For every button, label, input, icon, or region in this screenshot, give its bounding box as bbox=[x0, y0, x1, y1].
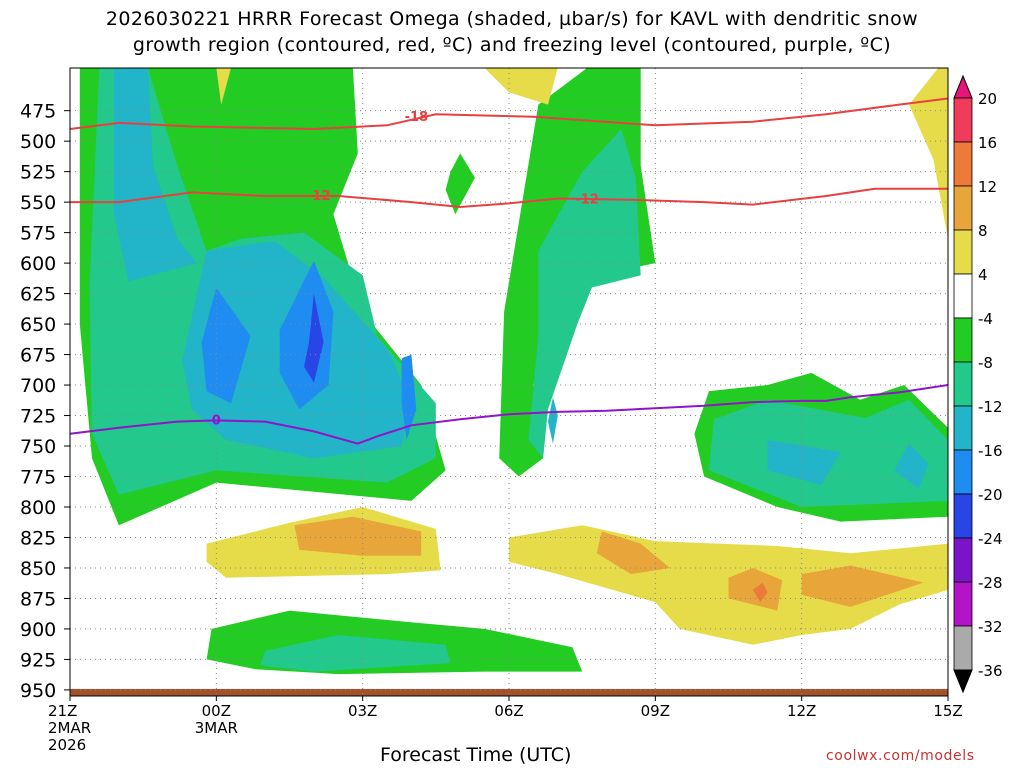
colorbar-label-12: -32 bbox=[978, 618, 1003, 636]
colorbar: 20 16 12 8 4 -4 -8 -12 -16 -20 -24 -28 -32 -36 bbox=[953, 74, 1003, 694]
y-tick-label-900: 900 bbox=[20, 619, 56, 641]
x-tick-label-3: 00Z 3MAR bbox=[194, 702, 238, 737]
y-tick-label-800: 800 bbox=[20, 497, 56, 519]
contour-label-2: -12 bbox=[575, 193, 599, 208]
contour-line-3 bbox=[70, 384, 948, 445]
colorbar-swatch-0 bbox=[953, 97, 973, 143]
colorbar-swatch-9 bbox=[953, 493, 973, 539]
y-tick-label-625: 625 bbox=[20, 284, 56, 306]
colorbar-swatch-5 bbox=[953, 317, 973, 363]
y-axis: 475 500 525 550 575 600 625 650 675 700 725 750 775 8… bbox=[20, 101, 70, 702]
omega-region-dark-orange-27 bbox=[752, 582, 768, 603]
x-tick-label-18: 15Z bbox=[933, 702, 963, 720]
colorbar-label-2: 12 bbox=[978, 178, 997, 196]
colorbar-label-11: -28 bbox=[978, 574, 1003, 592]
x-tick-label-15: 12Z bbox=[786, 702, 817, 720]
y-tick-label-725: 725 bbox=[20, 406, 56, 428]
y-tick-label-500: 500 bbox=[20, 131, 56, 153]
colorbar-label-5: -4 bbox=[978, 310, 993, 328]
colorbar-swatch-4 bbox=[953, 273, 973, 319]
colorbar-label-7: -12 bbox=[978, 398, 1003, 416]
omega-region-blue-16 bbox=[401, 354, 417, 440]
y-tick-label-875: 875 bbox=[20, 588, 56, 610]
omega-region-teal-8 bbox=[260, 635, 451, 672]
chart-title: 2026030221 HRRR Forecast Omega (shaded, … bbox=[0, 6, 1024, 58]
x-axis-label: Forecast Time (UTC) bbox=[380, 744, 572, 766]
colorbar-label-8: -16 bbox=[978, 442, 1003, 460]
colorbar-label-6: -8 bbox=[978, 354, 993, 372]
colorbar-label-13: -36 bbox=[978, 662, 1003, 680]
colorbar-label-9: -20 bbox=[978, 486, 1003, 504]
y-tick-label-850: 850 bbox=[20, 558, 56, 580]
omega-region-cyan-13 bbox=[894, 443, 929, 489]
y-tick-label-525: 525 bbox=[20, 162, 56, 184]
x-tick-label-12: 09Z bbox=[640, 702, 671, 720]
omega-region-yellow-20 bbox=[484, 68, 558, 105]
omega-region-orange-26 bbox=[801, 565, 924, 607]
omega-region-cyan-9 bbox=[113, 68, 197, 282]
contours: -18 -12 -12 0 bbox=[70, 97, 948, 445]
y-tick-label-600: 600 bbox=[20, 253, 56, 275]
colorbar-top-arrow bbox=[953, 74, 973, 99]
y-tick-label-575: 575 bbox=[20, 223, 56, 245]
omega-region-blue-15 bbox=[279, 260, 334, 410]
colorbar-swatch-12 bbox=[953, 625, 973, 671]
contour-line-0 bbox=[70, 97, 948, 131]
colorbar-swatch-3 bbox=[953, 229, 973, 275]
credit-text: coolwx.com/models bbox=[826, 748, 975, 764]
y-tick-label-775: 775 bbox=[20, 467, 56, 489]
y-tick-label-750: 750 bbox=[20, 436, 56, 458]
chart-title-line1: 2026030221 HRRR Forecast Omega (shaded, … bbox=[105, 8, 919, 30]
colorbar-swatch-8 bbox=[953, 449, 973, 495]
colorbar-label-3: 8 bbox=[978, 222, 988, 240]
omega-shading bbox=[79, 68, 948, 675]
omega-region-green-4 bbox=[445, 153, 475, 215]
colorbar-swatch-1 bbox=[953, 141, 973, 187]
omega-region-cyan-11 bbox=[548, 397, 558, 444]
y-tick-label-700: 700 bbox=[20, 375, 56, 397]
omega-region-yellow-22 bbox=[909, 68, 948, 239]
chart-title-line2: growth region (contoured, red, ºC) and f… bbox=[132, 34, 892, 56]
omega-region-navy-17 bbox=[304, 293, 324, 383]
omega-region-blue-14 bbox=[201, 287, 251, 404]
contour-line-1 bbox=[70, 187, 948, 209]
omega-region-teal-6 bbox=[528, 129, 641, 459]
colorbar-swatch-2 bbox=[953, 185, 973, 231]
y-tick-label-550: 550 bbox=[20, 192, 56, 214]
y-tick-label-475: 475 bbox=[20, 101, 56, 123]
contour-label-1: -12 bbox=[307, 189, 331, 204]
x-tick-label-9: 06Z bbox=[494, 702, 524, 720]
omega-region-yellow-21 bbox=[216, 68, 231, 105]
colorbar-swatch-7 bbox=[953, 405, 973, 451]
colorbar-bottom-arrow bbox=[953, 669, 973, 694]
colorbar-label-1: 16 bbox=[978, 134, 997, 152]
x-tick-label-6: 03Z bbox=[347, 702, 378, 720]
colorbar-label-10: -24 bbox=[978, 530, 1003, 548]
y-tick-label-675: 675 bbox=[20, 345, 56, 367]
y-tick-label-825: 825 bbox=[20, 527, 56, 549]
colorbar-label-0: 20 bbox=[978, 90, 997, 108]
x-tick-label-0: 21Z 2MAR 2026 bbox=[48, 702, 92, 754]
omega-region-orange-24 bbox=[596, 531, 670, 575]
colorbar-label-4: 4 bbox=[978, 266, 988, 284]
y-tick-label-950: 950 bbox=[20, 680, 56, 702]
colorbar-swatch-6 bbox=[953, 361, 973, 407]
colorbar-swatch-10 bbox=[953, 537, 973, 583]
omega-region-cyan-12 bbox=[767, 439, 841, 485]
contour-label-0: -18 bbox=[405, 110, 429, 125]
surface-band bbox=[70, 688, 948, 696]
y-tick-label-650: 650 bbox=[20, 314, 56, 336]
y-tick-label-925: 925 bbox=[20, 649, 56, 671]
colorbar-swatch-11 bbox=[953, 581, 973, 627]
omega-region-orange-23 bbox=[294, 516, 422, 556]
contour-label-3: 0 bbox=[212, 413, 221, 428]
